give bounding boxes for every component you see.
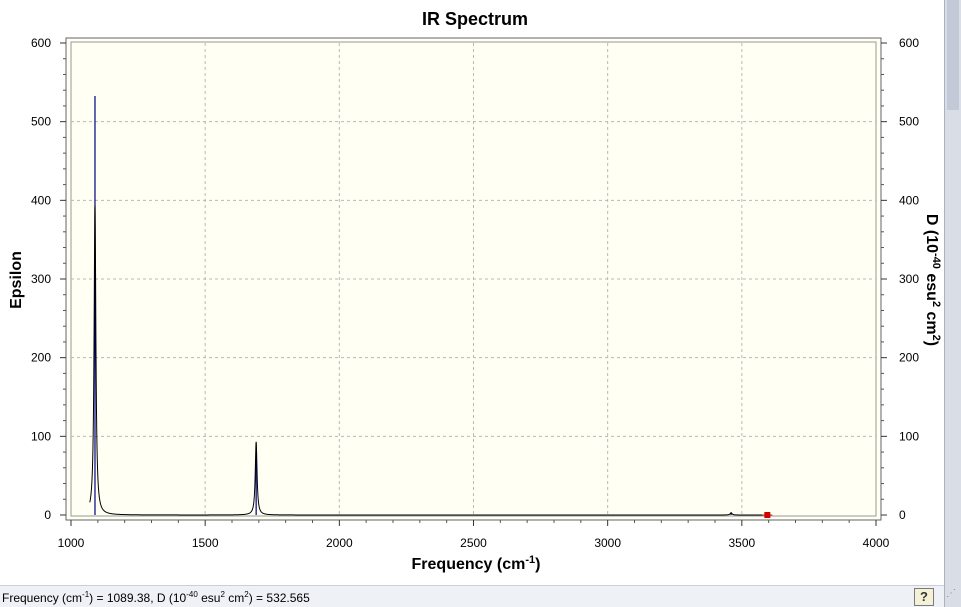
frequency-marker[interactable]	[762, 512, 773, 518]
marker-handle	[764, 512, 771, 518]
y2-tick-label: 0	[899, 508, 906, 522]
status-bar: Frequency (cm-1) = 1089.38, D (10-40 esu…	[0, 585, 944, 607]
y2-tick-label: 200	[899, 351, 919, 365]
resize-grip-icon[interactable]: ⋰	[946, 588, 956, 599]
scrollbar-thumb[interactable]	[947, 0, 959, 110]
x-axis-title: Frequency (cm-1)	[412, 554, 541, 573]
x-tick-label: 1000	[58, 536, 85, 550]
y-axis-title-right: D (10-40 esu2 cm2)	[923, 214, 942, 346]
help-button[interactable]: ?	[914, 588, 934, 606]
y-tick-label: 100	[31, 429, 51, 443]
grid-lines	[71, 43, 876, 515]
y-tick-label: 200	[31, 351, 51, 365]
y-axis-title-left: Epsilon	[8, 251, 25, 309]
x-tick-label: 2000	[326, 536, 353, 550]
y2-tick-label: 400	[899, 193, 919, 207]
vertical-scrollbar[interactable]	[944, 0, 961, 607]
ir-spectrum-chart: IR Spectrum 0 100 200 300 400 500 600 0 100 200 3…	[8, 9, 942, 573]
x-axis: 1000 1500 2000 2500 3000 3500 4000	[58, 520, 890, 550]
y2-tick-label: 300	[899, 272, 919, 286]
y2-tick-label: 100	[899, 429, 919, 443]
status-readout: Frequency (cm-1) = 1089.38, D (10-40 esu…	[2, 590, 310, 605]
y-tick-label: 600	[31, 36, 51, 50]
y2-tick-label: 500	[899, 115, 919, 129]
x-tick-label: 4000	[863, 536, 890, 550]
x-tick-label: 3000	[594, 536, 621, 550]
chart-title: IR Spectrum	[422, 9, 528, 29]
y-tick-label: 0	[44, 508, 51, 522]
left-y-axis: 0 100 200 300 400 500 600	[31, 36, 66, 522]
spectrum-line	[89, 205, 769, 516]
x-tick-label: 3500	[728, 536, 755, 550]
y-tick-label: 500	[31, 115, 51, 129]
y-tick-label: 400	[31, 193, 51, 207]
right-y-axis: 0 100 200 300 400 500 600	[881, 36, 919, 522]
x-tick-label: 2500	[460, 536, 487, 550]
y2-tick-label: 600	[899, 36, 919, 50]
spectrum-curve	[89, 205, 769, 516]
y-tick-label: 300	[31, 272, 51, 286]
x-tick-label: 1500	[192, 536, 219, 550]
